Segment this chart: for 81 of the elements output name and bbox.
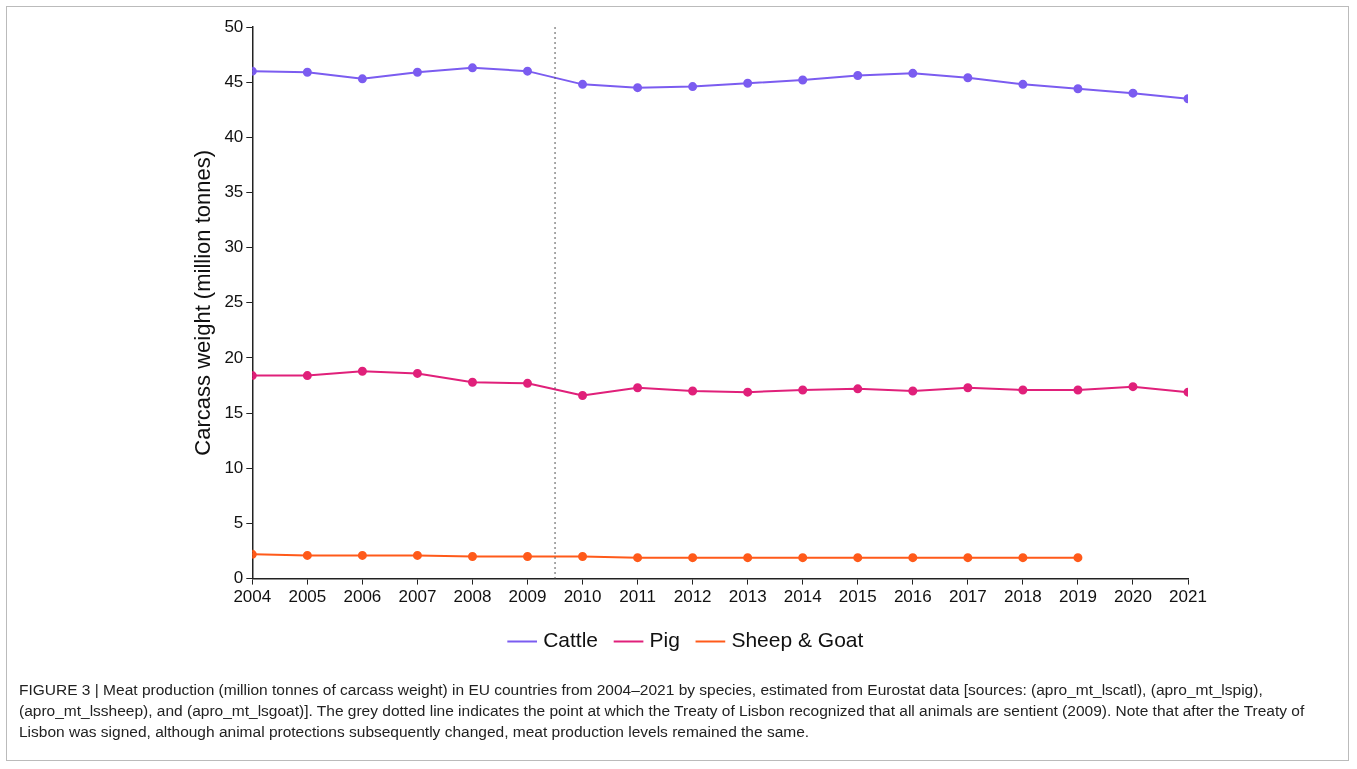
x-tick-label: 2016: [893, 587, 932, 607]
point: [357, 550, 367, 560]
x-tick-label: 2021: [1169, 587, 1207, 607]
point: [688, 386, 698, 396]
legend-label: Cattle: [543, 628, 599, 652]
point: [412, 67, 422, 77]
point: [688, 553, 698, 563]
point: [853, 553, 863, 563]
x-tick-label: 2015: [838, 587, 877, 607]
x-tick-label: 2019: [1059, 587, 1097, 607]
legend-label: Pig: [649, 628, 680, 652]
point: [523, 378, 533, 388]
point: [853, 384, 863, 394]
point: [523, 552, 533, 562]
y-tick-label: 20: [224, 347, 244, 367]
caption: FIGURE 3 | Meat production (million tonnes of carcass weight) in EU countries from 2004–2021 by species, estimated from Eurostat data [sources: (apro_mt_lscatl), (apro_mt_lspig), (apro_mt_lssheep), and (apro_mt_lsgoat)]. The grey dotted line indicates the point at which the Treaty of Lisbon recognized that all animals are sentient (2009). Note that after the Treaty of Lisbon was signed, although animal protections subsequently changed, meat production levels remained the same.: [19, 680, 1306, 742]
point: [1018, 79, 1028, 89]
point: [908, 553, 918, 563]
point: [963, 383, 973, 393]
point: [633, 383, 643, 393]
point: [963, 73, 973, 83]
y-axis-title: Carcass weight (million tonnes): [190, 149, 216, 456]
point: [412, 368, 422, 378]
y-tick-label: 5: [233, 513, 244, 533]
point: [578, 552, 588, 562]
point: [357, 366, 367, 376]
point: [908, 68, 918, 78]
y-tick-label: 15: [224, 402, 244, 422]
point: [633, 83, 643, 93]
point: [1128, 88, 1138, 98]
x-tick-label: 2009: [508, 587, 547, 607]
point: [467, 552, 477, 562]
x-tick-label: 2018: [1003, 587, 1042, 607]
point: [798, 75, 808, 85]
point: [798, 553, 808, 563]
point: [412, 550, 422, 560]
point: [1018, 385, 1028, 395]
y-tick-label: 50: [224, 16, 244, 36]
point: [357, 74, 367, 84]
y-tick-label: 40: [224, 127, 244, 147]
y-tick-label: 45: [224, 71, 244, 91]
x-tick-label: 2020: [1114, 587, 1152, 607]
x-tick-label: 2012: [673, 587, 712, 607]
y-tick-label: 0: [233, 568, 244, 588]
x-tick-label: 2013: [728, 587, 767, 607]
legend-label: Sheep & Goat: [731, 628, 864, 652]
point: [1128, 382, 1138, 392]
x-tick-label: 2017: [948, 587, 987, 607]
y-tick-label: 35: [224, 182, 244, 202]
x-tick-label: 2004: [233, 587, 272, 607]
x-tick-label: 2006: [343, 587, 382, 607]
y-tick-label: 10: [224, 457, 244, 477]
point: [523, 66, 533, 76]
point: [467, 377, 477, 387]
x-tick-label: 2007: [398, 587, 437, 607]
point: [302, 67, 312, 77]
point: [1073, 553, 1083, 563]
y-tick-label: 25: [224, 292, 244, 312]
point: [1018, 553, 1028, 563]
point: [688, 82, 698, 92]
point: [853, 71, 863, 81]
x-tick-label: 2010: [563, 587, 602, 607]
point: [578, 390, 588, 400]
point: [743, 78, 753, 88]
x-tick-label: 2014: [783, 587, 822, 607]
x-tick-label: 2008: [453, 587, 492, 607]
point: [743, 553, 753, 563]
point: [302, 371, 312, 381]
point: [467, 63, 477, 73]
point: [963, 553, 973, 563]
point: [1073, 84, 1083, 94]
point: [908, 386, 918, 396]
point: [578, 79, 588, 89]
x-tick-label: 2011: [619, 587, 656, 607]
point: [633, 553, 643, 563]
point: [1073, 385, 1083, 395]
point: [743, 387, 753, 397]
x-tick-label: 2005: [288, 587, 327, 607]
point: [302, 550, 312, 560]
point: [798, 385, 808, 395]
y-tick-label: 30: [224, 237, 244, 257]
